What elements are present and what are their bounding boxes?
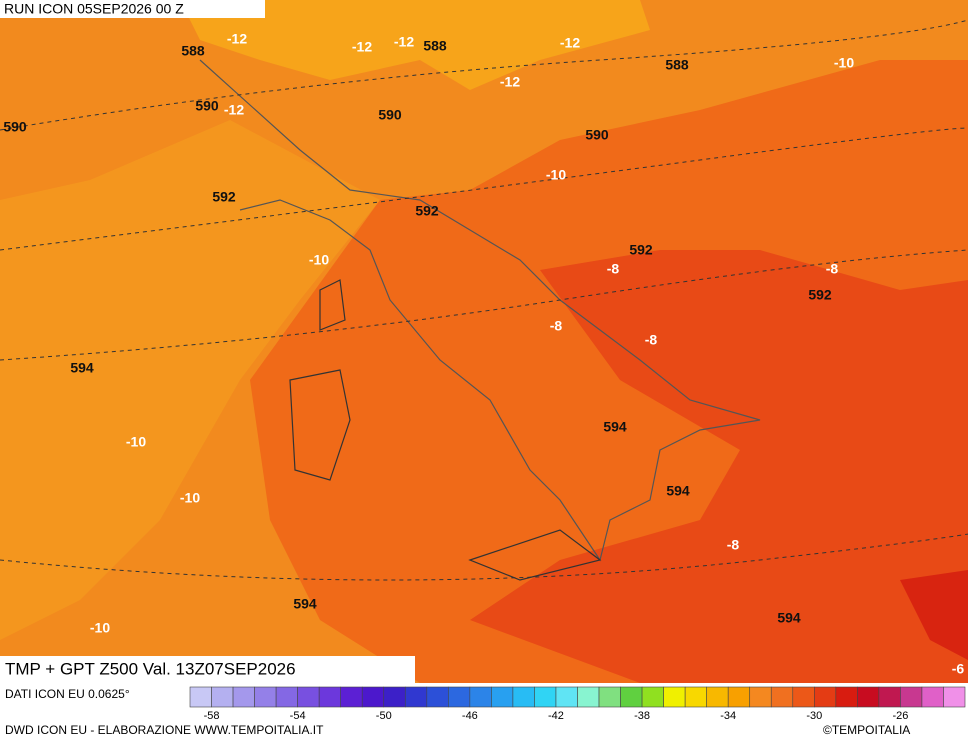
colorbar-tick-label: -54: [290, 710, 306, 722]
run-label: RUN ICON 05SEP2026 00 Z: [4, 1, 184, 17]
contour-label: 592: [212, 189, 236, 205]
temp-region: [900, 570, 968, 660]
colorbar-cell: [727, 686, 751, 708]
colorbar-cell: [361, 686, 385, 708]
colorbar-tick-label: -58: [204, 710, 220, 722]
colorbar-cell: [878, 686, 901, 708]
contour-label: -8: [645, 332, 658, 348]
colorbar-cell: [448, 686, 471, 708]
temp-region: [180, 0, 650, 90]
copyright: ©TEMPOITALIA: [823, 723, 910, 737]
contour-label: -10: [546, 167, 566, 183]
colorbar-tick-label: -42: [548, 710, 564, 722]
colorbar-tick-label: -34: [720, 710, 736, 722]
colorbar-cell: [404, 686, 428, 708]
contour-label: -10: [180, 490, 200, 506]
contour-label: 594: [70, 360, 94, 376]
header-box: [0, 0, 265, 18]
contour-label: 592: [629, 242, 653, 258]
colorbar-cell: [900, 686, 923, 708]
contour-label: -12: [560, 35, 580, 51]
colorbar-cell: [857, 686, 880, 708]
contour-label: 594: [293, 596, 317, 612]
contour-label: -6: [952, 661, 965, 677]
temp-region: [0, 120, 380, 640]
contour-label: 592: [415, 203, 439, 219]
colorbar-tick-label: -38: [634, 710, 650, 722]
contour-label: -8: [826, 261, 839, 277]
contour-label: 588: [665, 57, 689, 73]
colorbar-cell: [534, 686, 557, 708]
colorbar-cell: [792, 686, 815, 708]
contour-label: -8: [607, 261, 620, 277]
colorbar-cell: [383, 686, 406, 708]
colorbar-tick-label: -46: [462, 710, 478, 722]
data-source: DATI ICON EU 0.0625°: [5, 687, 130, 701]
colorbar-cell: [835, 686, 858, 708]
colorbar-cell: [555, 686, 578, 708]
contour-label: 588: [181, 43, 205, 59]
colorbar-cell: [189, 686, 212, 708]
colorbar-cell: [814, 686, 837, 708]
colorbar-cell: [340, 686, 363, 708]
contour-label: 590: [378, 107, 402, 123]
contour-label: -12: [224, 102, 244, 118]
colorbar-cell: [749, 686, 772, 708]
colorbar-cell: [598, 686, 621, 708]
contour-label: 594: [666, 483, 690, 499]
colorbar-cell: [254, 686, 277, 708]
contour-label: -8: [727, 537, 740, 553]
contour-label: 592: [808, 287, 832, 303]
colorbar-cell: [943, 686, 966, 708]
colorbar-cell: [491, 686, 514, 708]
colorbar-cell: [921, 686, 944, 708]
temp-region: [470, 250, 968, 683]
colorbar-tick-label: -30: [806, 710, 822, 722]
contour-label: 590: [195, 98, 219, 114]
contour-label: 590: [3, 119, 27, 135]
colorbar-tick-label: -26: [892, 710, 908, 722]
colorbar-cell: [232, 686, 255, 708]
contour-label: -12: [394, 34, 414, 50]
island-outline: [289, 279, 602, 581]
title-box: [0, 656, 415, 683]
map-title: TMP + GPT Z500 Val. 13Z07SEP2026: [5, 659, 296, 678]
contour-label: -12: [500, 74, 520, 90]
colorbar-cell: [318, 686, 341, 708]
contour-label: 590: [585, 127, 609, 143]
contour-label: -10: [126, 434, 146, 450]
colorbar-cell: [426, 686, 449, 708]
contour-label: 594: [777, 610, 801, 626]
colorbar-cell: [684, 686, 707, 708]
contour-label: 588: [423, 38, 447, 54]
colorbar-cell: [706, 686, 729, 708]
contour-label: -12: [352, 39, 372, 55]
coastline: [199, 59, 761, 562]
colorbar-cell: [469, 686, 492, 708]
colorbar-cell: [770, 686, 794, 708]
contour-label: -10: [834, 55, 854, 71]
colorbar-tick-label: -50: [376, 710, 392, 722]
isoline: [0, 19, 968, 581]
contour-label: -10: [309, 252, 329, 268]
credit: DWD ICON EU - ELABORAZIONE WWW.TEMPOITAL…: [5, 723, 324, 737]
contour-label: -12: [227, 31, 247, 47]
contour-label: 594: [603, 419, 627, 435]
colorbar-cell: [620, 686, 643, 708]
colorbar-cell: [663, 686, 686, 708]
colorbar-cell: [512, 686, 535, 708]
colorbar-cell: [275, 686, 298, 708]
contour-label: -8: [550, 318, 563, 334]
colorbar-cell: [211, 686, 234, 708]
colorbar-cell: [641, 686, 664, 708]
colorbar-cell: [577, 686, 600, 708]
contour-label: -10: [90, 620, 110, 636]
colorbar-cell: [297, 686, 320, 708]
